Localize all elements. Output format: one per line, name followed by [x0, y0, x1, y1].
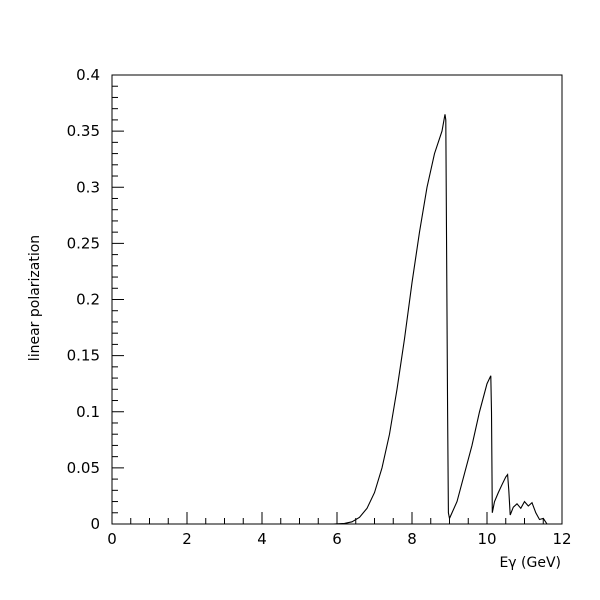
y-tick-label: 0.25: [67, 234, 100, 252]
y-tick-label: 0.4: [76, 66, 100, 84]
series-line: [112, 114, 548, 525]
x-tick-label: 12: [552, 530, 571, 548]
x-tick-label: 8: [407, 530, 417, 548]
x-tick-label: 0: [107, 530, 117, 548]
y-tick-label: 0.3: [76, 178, 100, 196]
y-axis-title: linear polarization: [27, 235, 43, 361]
y-tick-label: 0.05: [67, 459, 100, 477]
y-tick-label: 0.2: [76, 291, 100, 309]
y-tick-label: 0: [90, 515, 100, 533]
x-axis: 0 2 4 6 8 10 12: [107, 512, 572, 548]
y-tick-label: 0.1: [76, 403, 100, 421]
y-axis: 0 0.05 0.1 0.15 0.2 0.25 0.3 0.35 0.4: [67, 66, 124, 533]
plot-frame: [111, 74, 563, 525]
y-tick-label: 0.15: [67, 347, 100, 365]
x-tick-label: 4: [257, 530, 267, 548]
y-tick-label: 0.35: [67, 122, 100, 140]
x-tick-label: 10: [477, 530, 496, 548]
x-tick-label: 2: [182, 530, 192, 548]
x-axis-title: Eγ (GeV): [499, 555, 561, 571]
x-tick-label: 6: [332, 530, 342, 548]
